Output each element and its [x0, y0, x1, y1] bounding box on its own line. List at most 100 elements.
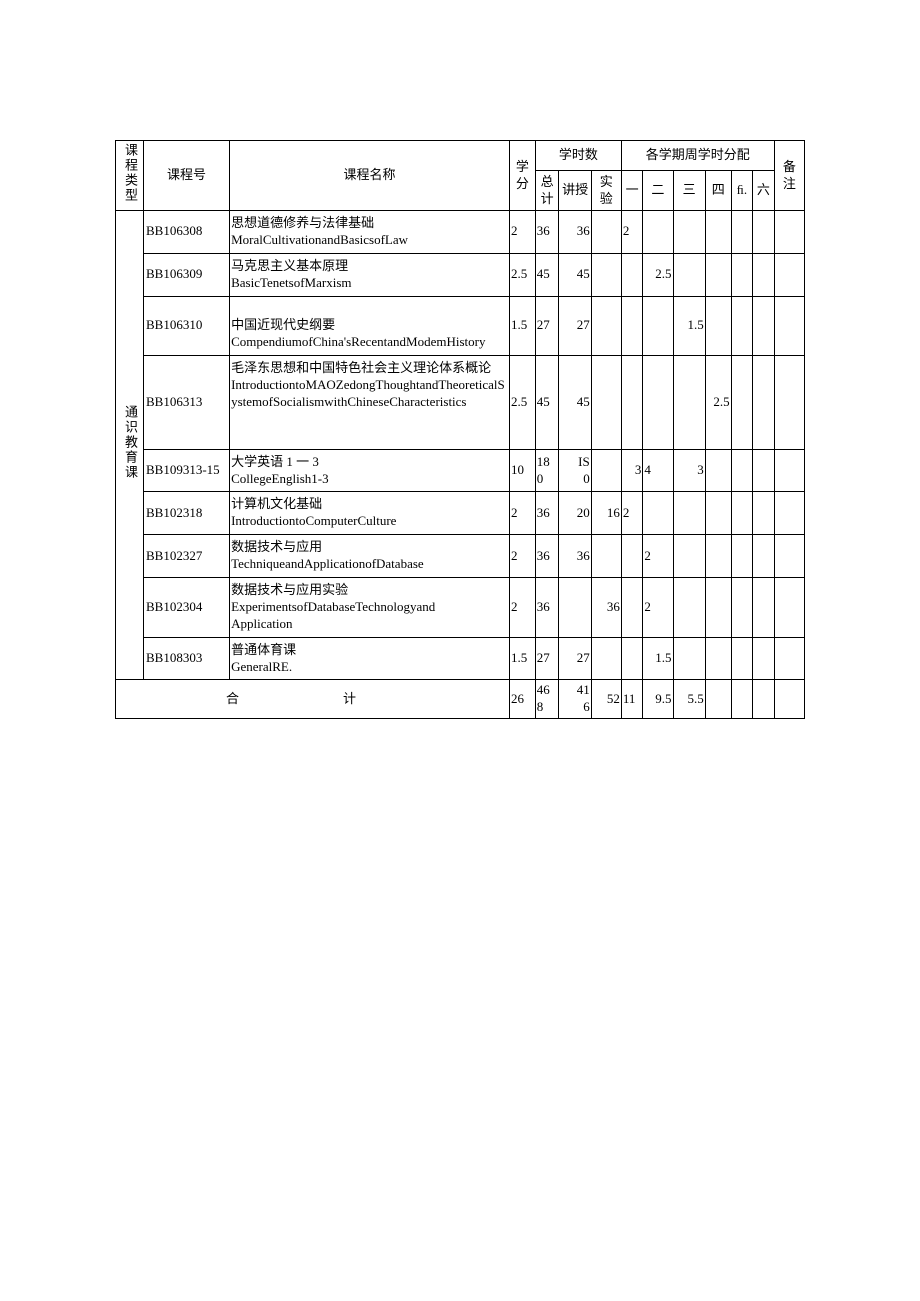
s1-cell: 2 [621, 211, 643, 254]
lab-cell [591, 296, 621, 356]
credit-cell: 10 [509, 449, 535, 492]
remark-cell [774, 637, 804, 680]
table-row: BB106309 马克思主义基本原理BasicTenetsofMarxism 2… [116, 253, 805, 296]
s5-cell [731, 578, 753, 638]
s2-cell: 2 [643, 578, 673, 638]
course-name-cell: 普通体育课GeneralRE. [230, 637, 510, 680]
course-table: 课程类型 课程号 课程名称 学分 学时数 各学期周学时分配 备注 总计 讲授 实… [115, 140, 805, 719]
total-credit: 26 [509, 680, 535, 719]
total-row: 合 计 26 468 416 52 11 9.5 5.5 [116, 680, 805, 719]
credit-cell: 2 [509, 578, 535, 638]
s6-cell [753, 637, 775, 680]
total-s3: 5.5 [673, 680, 705, 719]
lecture-cell: 27 [559, 637, 591, 680]
header-sem6: 六 [753, 171, 775, 211]
header-course-type: 课程类型 [116, 141, 144, 211]
total-cell: 36 [535, 211, 559, 254]
s4-cell [705, 637, 731, 680]
course-name-cell: 数据技术与应用TechniqueandApplicationofDatabase [230, 535, 510, 578]
course-no-cell: BB102304 [143, 578, 229, 638]
remark-cell [774, 578, 804, 638]
credit-cell: 1.5 [509, 296, 535, 356]
s4-cell [705, 492, 731, 535]
header-sem2: 二 [643, 171, 673, 211]
header-sem4: 四 [705, 171, 731, 211]
s6-cell [753, 211, 775, 254]
s2-cell: 2.5 [643, 253, 673, 296]
total-lecture: 416 [559, 680, 591, 719]
total-cell: 45 [535, 253, 559, 296]
s5-cell [731, 449, 753, 492]
credit-cell: 2 [509, 492, 535, 535]
total-s2: 9.5 [643, 680, 673, 719]
remark-cell [774, 449, 804, 492]
course-name-cell: 数据技术与应用实验ExperimentsofDatabaseTechnology… [230, 578, 510, 638]
credit-cell: 2.5 [509, 356, 535, 449]
lab-cell [591, 356, 621, 449]
table-row: BB102304 数据技术与应用实验ExperimentsofDatabaseT… [116, 578, 805, 638]
s4-cell [705, 211, 731, 254]
header-remark: 备注 [774, 141, 804, 211]
header-sem1: 一 [621, 171, 643, 211]
course-name-cell: 大学英语 1 一 3CollegeEnglish1-3 [230, 449, 510, 492]
total-lab: 52 [591, 680, 621, 719]
total-cell: 36 [535, 578, 559, 638]
s1-cell [621, 253, 643, 296]
lecture-cell: 36 [559, 211, 591, 254]
s2-cell: 4 [643, 449, 673, 492]
table-row: BB108303 普通体育课GeneralRE. 1.5 27 27 1.5 [116, 637, 805, 680]
s4-cell [705, 578, 731, 638]
total-total: 468 [535, 680, 559, 719]
category-label: 通识教育课 [116, 211, 144, 680]
s6-cell [753, 578, 775, 638]
header-hours-total: 总计 [535, 171, 559, 211]
total-s1: 11 [621, 680, 643, 719]
s1-cell [621, 356, 643, 449]
total-cell: 27 [535, 296, 559, 356]
header-course-name: 课程名称 [230, 141, 510, 211]
s2-cell [643, 492, 673, 535]
lab-cell [591, 449, 621, 492]
lecture-cell: 45 [559, 356, 591, 449]
course-no-cell: BB109313-15 [143, 449, 229, 492]
course-no-cell: BB108303 [143, 637, 229, 680]
s4-cell [705, 535, 731, 578]
s1-cell: 3 [621, 449, 643, 492]
header-row-1: 课程类型 课程号 课程名称 学分 学时数 各学期周学时分配 备注 [116, 141, 805, 171]
s1-cell: 2 [621, 492, 643, 535]
remark-cell [774, 211, 804, 254]
course-no-cell: BB106309 [143, 253, 229, 296]
header-course-no: 课程号 [143, 141, 229, 211]
header-sem5: ﬁ. [731, 171, 753, 211]
table-row: 通识教育课 BB106308 思想道德修养与法律基础MoralCultivati… [116, 211, 805, 254]
s6-cell [753, 296, 775, 356]
lecture-cell: IS0 [559, 449, 591, 492]
s1-cell [621, 535, 643, 578]
lab-cell [591, 253, 621, 296]
s5-cell [731, 356, 753, 449]
lab-cell: 36 [591, 578, 621, 638]
total-cell: 180 [535, 449, 559, 492]
course-name-cell: 毛泽东思想和中国特色社会主义理论体系概论IntroductiontoMAOZed… [230, 356, 510, 449]
lecture-cell [559, 578, 591, 638]
s3-cell [673, 356, 705, 449]
table-row: BB102318 计算机文化基础IntroductiontoComputerCu… [116, 492, 805, 535]
s5-cell [731, 211, 753, 254]
s6-cell [753, 449, 775, 492]
s6-cell [753, 492, 775, 535]
s6-cell [753, 356, 775, 449]
s2-cell [643, 296, 673, 356]
header-sem3: 三 [673, 171, 705, 211]
course-no-cell: BB102327 [143, 535, 229, 578]
remark-cell [774, 535, 804, 578]
header-credit: 学分 [509, 141, 535, 211]
s6-cell [753, 253, 775, 296]
s5-cell [731, 492, 753, 535]
lab-cell [591, 211, 621, 254]
s4-cell [705, 253, 731, 296]
course-name-cell: 中国近现代史纲要CompendiumofChina'sRecentandMode… [230, 296, 510, 356]
course-no-cell: BB106310 [143, 296, 229, 356]
s3-cell: 3 [673, 449, 705, 492]
lecture-cell: 20 [559, 492, 591, 535]
total-label: 合 计 [116, 680, 510, 719]
